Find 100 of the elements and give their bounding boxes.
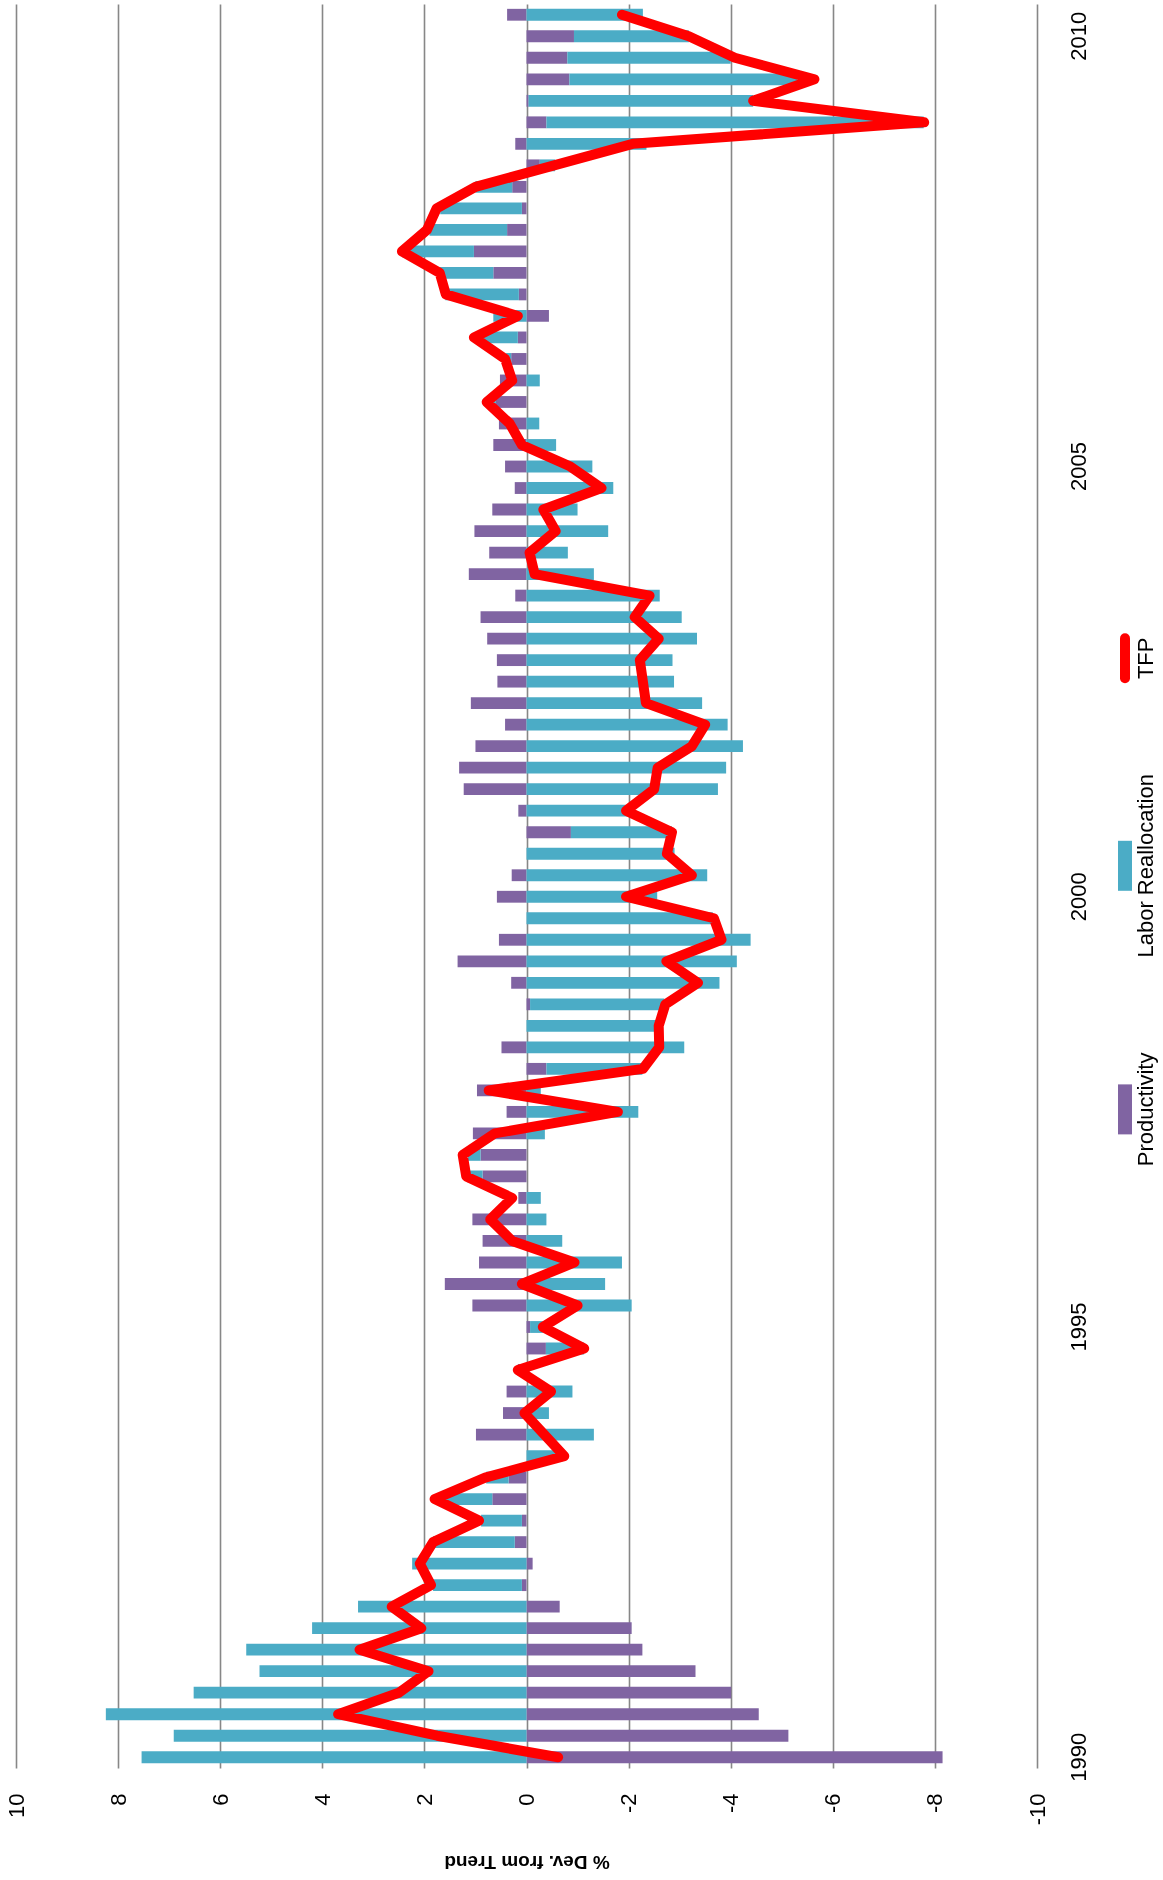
bar [526, 51, 568, 64]
bar [526, 783, 718, 796]
y-tick-label: 2000 [1065, 872, 1091, 922]
bar [526, 955, 737, 968]
bar [474, 525, 527, 537]
bar [526, 611, 682, 624]
bar [526, 976, 720, 989]
x-tick-label: -8 [922, 1793, 948, 1814]
x-tick-label: -10 [1024, 1793, 1050, 1826]
bar [526, 804, 630, 817]
bar [521, 1579, 527, 1592]
bar [141, 1751, 527, 1764]
bar [498, 933, 527, 946]
bar [487, 632, 527, 645]
x-tick-label: 10 [3, 1793, 29, 1818]
bar [473, 245, 527, 258]
bar [470, 697, 527, 710]
legend-label: Labor Reallocation [1133, 774, 1158, 958]
bar [440, 202, 522, 215]
bar [526, 1643, 643, 1656]
bar [429, 223, 508, 236]
bar [457, 955, 527, 968]
x-tick-label: -4 [718, 1793, 744, 1814]
bar [515, 137, 527, 150]
bar [501, 1041, 527, 1054]
bar [526, 632, 698, 645]
bar [526, 1686, 732, 1699]
bar [526, 826, 571, 839]
bar [526, 1600, 560, 1613]
bar [526, 675, 675, 688]
bar [507, 8, 527, 21]
bar [518, 1192, 527, 1204]
bar [439, 266, 494, 279]
y-tick-label: 1990 [1065, 1732, 1091, 1782]
bar [526, 1751, 943, 1764]
bar [489, 546, 527, 559]
bar [526, 1342, 546, 1355]
bar [526, 761, 727, 774]
bar [514, 482, 527, 494]
bar [526, 1192, 541, 1204]
bar [475, 740, 527, 753]
x-tick-label: -6 [820, 1793, 846, 1814]
bar [567, 51, 731, 64]
bar [526, 1708, 759, 1721]
y-tick-label: 2010 [1065, 11, 1091, 61]
bar [528, 94, 754, 107]
bar [526, 1557, 533, 1570]
bar [468, 568, 527, 580]
x-tick-label: 0 [514, 1793, 539, 1806]
bar [480, 1148, 527, 1161]
bar [511, 353, 527, 365]
bar [526, 310, 549, 322]
bar [526, 374, 540, 387]
bar [526, 718, 728, 731]
x-tick-label: 4 [309, 1793, 335, 1806]
bar [246, 1643, 527, 1656]
bar [526, 933, 751, 946]
x-tick-label: -2 [616, 1793, 642, 1814]
bar [526, 73, 570, 86]
bar [526, 1041, 685, 1054]
bar [511, 869, 527, 882]
legend-label: TFP [1133, 637, 1158, 680]
bar [511, 976, 527, 989]
bar [526, 654, 673, 667]
bar [312, 1622, 527, 1635]
bar [505, 718, 527, 731]
bar [514, 1536, 527, 1549]
bar [481, 1514, 522, 1527]
bar [518, 288, 527, 301]
bar [507, 223, 527, 236]
bar [526, 740, 743, 753]
bar [492, 503, 527, 516]
bar [492, 1493, 527, 1506]
x-axis-title: % Dev. from Trend [444, 1851, 610, 1873]
bar [526, 847, 675, 860]
bar [496, 654, 527, 667]
bar [497, 675, 527, 688]
bar [512, 180, 527, 193]
bar [521, 1514, 527, 1527]
x-tick-label: 6 [207, 1793, 233, 1806]
bar [569, 73, 798, 86]
bar [495, 396, 527, 408]
bar [496, 890, 527, 903]
x-tick-label: 8 [105, 1793, 131, 1806]
bar [506, 1105, 527, 1118]
bar [526, 1062, 547, 1075]
bar [517, 331, 527, 344]
bar [479, 1256, 527, 1269]
bar [506, 1385, 527, 1398]
bar [515, 589, 527, 602]
bar [193, 1686, 527, 1699]
bar [259, 1665, 527, 1678]
bar [526, 1665, 696, 1678]
bar [472, 1299, 527, 1312]
bar [526, 1019, 658, 1032]
bar [463, 783, 527, 796]
bar [482, 1170, 527, 1183]
y-tick-label: 2005 [1065, 442, 1091, 491]
legend-label: Productivity [1133, 1052, 1158, 1167]
bar [459, 761, 527, 774]
